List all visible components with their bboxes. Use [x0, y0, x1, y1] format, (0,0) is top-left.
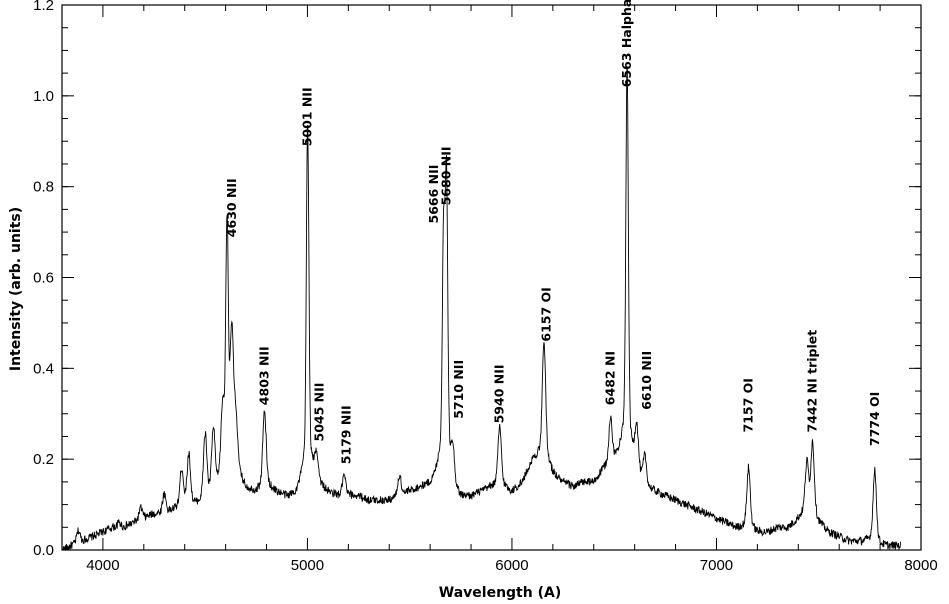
y-tick-label: 0.6 — [33, 270, 54, 287]
x-tick-label: 7000 — [700, 557, 733, 574]
x-tick-label: 5000 — [291, 557, 324, 574]
y-tick-label: 0.0 — [33, 542, 54, 559]
line-label: 6157 OI — [539, 287, 554, 341]
line-label: 5710 NII — [451, 360, 466, 419]
line-label: 7442 NI triplet — [805, 330, 820, 433]
line-label: 5001 NII — [300, 87, 315, 146]
x-tick-label: 4000 — [86, 557, 119, 574]
spectrum-line — [61, 66, 901, 551]
x-tick-label: 8000 — [904, 557, 937, 574]
line-label: 6482 NI — [603, 351, 618, 405]
line-label: 6563 Halpha — [619, 0, 634, 87]
line-label: 6610 NII — [639, 351, 654, 410]
plot-frame — [61, 4, 922, 551]
y-tick-label: 1.0 — [33, 88, 54, 105]
y-tick-label: 1.2 — [33, 0, 54, 14]
y-tick-label: 0.2 — [33, 451, 54, 468]
x-tick-label: 6000 — [495, 557, 528, 574]
plot-border — [61, 4, 922, 551]
line-annotations: 4630 NII 4803 NII 5001 NII 5045 NII 5179 NII… — [224, 0, 882, 464]
line-label: 5940 NII — [492, 364, 507, 423]
line-label: 4630 NII — [224, 178, 239, 237]
spectrum-series — [61, 66, 901, 551]
line-label: 7774 OI — [867, 392, 882, 446]
y-tick-label: 0.8 — [33, 179, 54, 196]
y-axis-label: Intensity (arb. units) — [8, 207, 24, 371]
y-tick-label: 0.4 — [33, 360, 54, 377]
line-label: 7157 OI — [741, 378, 756, 432]
x-axis-label: Wavelength (A) — [439, 585, 561, 601]
line-label: 5666 NII — [426, 165, 441, 224]
line-label: 5045 NII — [312, 383, 327, 442]
line-label: 4803 NII — [257, 346, 272, 405]
line-label: 5179 NII — [338, 405, 353, 464]
axis-ticks: 4000 5000 6000 7000 8000 0.0 0.2 0.4 0.6 0.8 1.0 1.… — [33, 0, 938, 574]
line-label: 5680 NII — [439, 146, 454, 205]
